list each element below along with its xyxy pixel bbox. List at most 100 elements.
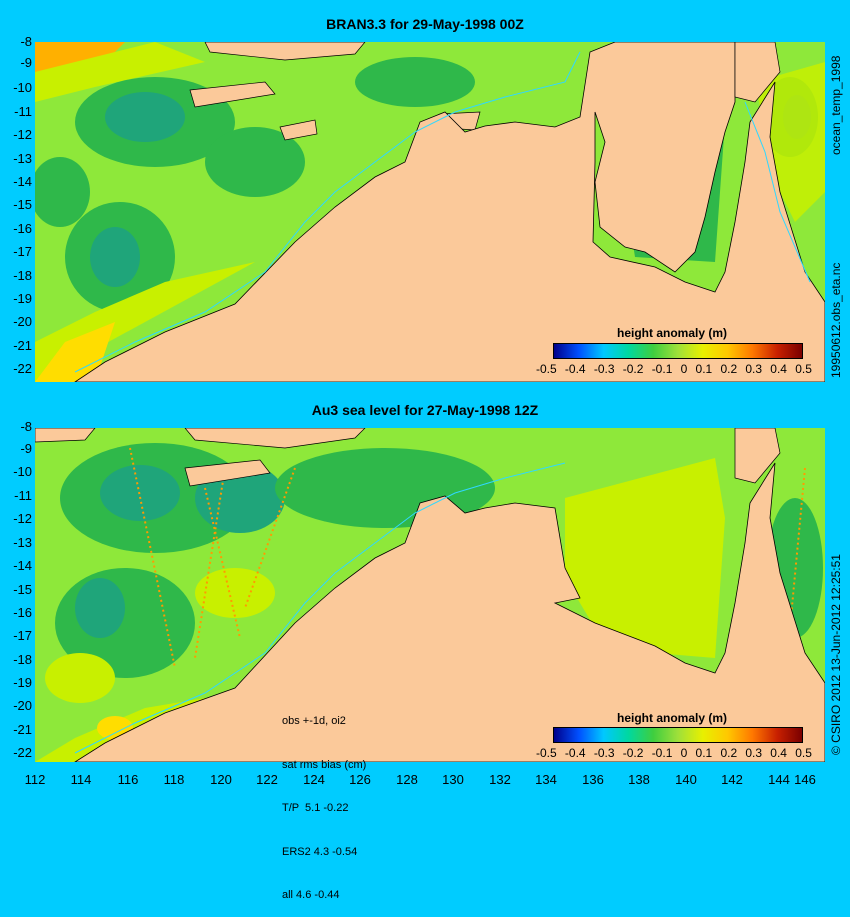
- y-tick: -13: [13, 535, 32, 550]
- y-tick: -17: [13, 244, 32, 259]
- y-tick: -13: [13, 151, 32, 166]
- y-tick: -9: [20, 441, 32, 456]
- lower-anomaly-region: [90, 227, 140, 287]
- x-tick: 122: [256, 772, 278, 787]
- x-tick: 124: [303, 772, 325, 787]
- x-tick: 136: [582, 772, 604, 787]
- shelf-contour: [74, 51, 581, 373]
- y-tick: -12: [13, 511, 32, 526]
- colorbar-tick: 0.4: [770, 746, 787, 760]
- stats-line: T/P 5.1 -0.22: [282, 802, 349, 814]
- colorbar-tick: 0: [680, 746, 688, 760]
- island: [184, 459, 271, 487]
- cape-york: [734, 42, 781, 103]
- top-map-title: BRAN3.3 for 29-May-1998 00Z: [326, 16, 524, 32]
- obs-stats-legend: obs +-1d, oi2 sat rms bias (cm) T/P 5.1 …: [282, 685, 366, 917]
- top-map-svg: [35, 42, 825, 382]
- colorbar-tick: 0.1: [695, 362, 713, 376]
- island: [279, 119, 318, 141]
- x-tick: 132: [489, 772, 511, 787]
- colorbar-tick: 0.5: [795, 746, 812, 760]
- top-map-panel: [35, 42, 825, 382]
- bottom-map-panel: [35, 428, 825, 762]
- island: [189, 81, 276, 108]
- colorbar-tick: -0.3: [593, 362, 615, 376]
- y-tick: -20: [13, 314, 32, 329]
- x-tick: 118: [163, 772, 185, 787]
- y-tick: -11: [14, 104, 32, 119]
- side-label-copyright: © CSIRO 2012 13-Jun-2012 12:25:51: [829, 554, 843, 755]
- bottom-colorbar-title: height anomaly (m): [617, 711, 728, 725]
- high-anomaly-region: [35, 42, 205, 102]
- island: [204, 42, 366, 61]
- stats-line: ERS2 4.3 -0.54: [282, 845, 358, 858]
- y-tick: -21: [13, 338, 32, 353]
- lower-anomaly-region: [75, 578, 125, 638]
- high-anomaly-region: [195, 568, 275, 618]
- high-anomaly-region: [45, 653, 115, 703]
- x-tick: 144: [768, 772, 790, 787]
- high-anomaly-region: [35, 322, 115, 382]
- colorbar-tick: -0.5: [536, 746, 557, 760]
- colorbar-tick: -0.4: [564, 362, 586, 376]
- side-label-datafile: 19950612.obs_eta.nc: [829, 262, 843, 378]
- low-anomaly-region: [35, 157, 90, 227]
- x-tick: 140: [675, 772, 697, 787]
- y-tick: -14: [13, 558, 32, 573]
- colorbar-tick: -0.2: [622, 362, 644, 376]
- y-tick: -15: [13, 197, 32, 212]
- x-tick: 116: [117, 772, 139, 787]
- top-colorbar: [553, 343, 803, 359]
- colorbar-tick: -0.4: [564, 746, 586, 760]
- shelf-contour: [74, 462, 566, 754]
- y-tick: -8: [20, 34, 32, 49]
- colorbar-tick: 0.3: [745, 362, 763, 376]
- stats-line: sat rms bias (cm): [282, 758, 367, 771]
- colorbar-tick: -0.5: [536, 362, 557, 376]
- y-tick: -15: [13, 582, 32, 597]
- colorbar-tick: 0.3: [745, 746, 763, 760]
- colorbar-tick: 0.2: [720, 746, 738, 760]
- y-tick: -18: [13, 268, 32, 283]
- x-tick: 138: [628, 772, 650, 787]
- y-tick: -22: [13, 361, 32, 376]
- colorbar-tick: 0.1: [695, 746, 713, 760]
- colorbar-tick: 0: [680, 362, 688, 376]
- low-anomaly-region: [355, 57, 475, 107]
- top-colorbar-title: height anomaly (m): [617, 326, 728, 340]
- y-tick: -18: [13, 652, 32, 667]
- y-tick: -22: [13, 745, 32, 760]
- x-tick: 126: [349, 772, 371, 787]
- bottom-map-title: Au3 sea level for 27-May-1998 12Z: [311, 402, 539, 418]
- lower-anomaly-region: [105, 92, 185, 142]
- x-tick: 112: [24, 772, 46, 787]
- island: [184, 428, 366, 449]
- colorbar-tick: -0.3: [593, 746, 615, 760]
- y-tick: -14: [13, 174, 32, 189]
- australia-landmass: [74, 462, 825, 762]
- y-tick: -11: [14, 488, 32, 503]
- australia-landmass: [74, 42, 825, 382]
- x-tick: 114: [70, 772, 92, 787]
- colorbar-tick: -0.1: [651, 746, 673, 760]
- y-tick: -20: [13, 698, 32, 713]
- y-tick: -8: [20, 419, 32, 434]
- x-tick: 142: [721, 772, 743, 787]
- bottom-map-svg: [35, 428, 825, 762]
- island: [35, 428, 96, 443]
- y-tick: -19: [13, 291, 32, 306]
- y-tick: -16: [13, 221, 32, 236]
- bottom-colorbar: [553, 727, 803, 743]
- colorbar-tick: 0.4: [770, 362, 787, 376]
- top-colorbar-labels: -0.5 -0.4 -0.3 -0.2 -0.1 0 0.1 0.2 0.3 0…: [536, 362, 812, 376]
- y-tick: -16: [13, 605, 32, 620]
- colorbar-tick: -0.1: [651, 362, 673, 376]
- x-tick: 120: [210, 772, 232, 787]
- side-label-filename: ocean_temp_1998: [829, 55, 843, 155]
- y-tick: -9: [20, 55, 32, 70]
- y-tick: -12: [13, 127, 32, 142]
- colorbar-tick: -0.2: [622, 746, 644, 760]
- colorbar-tick: 0.2: [720, 362, 738, 376]
- bottom-colorbar-labels: -0.5 -0.4 -0.3 -0.2 -0.1 0 0.1 0.2 0.3 0…: [536, 746, 812, 760]
- y-tick: -17: [13, 628, 32, 643]
